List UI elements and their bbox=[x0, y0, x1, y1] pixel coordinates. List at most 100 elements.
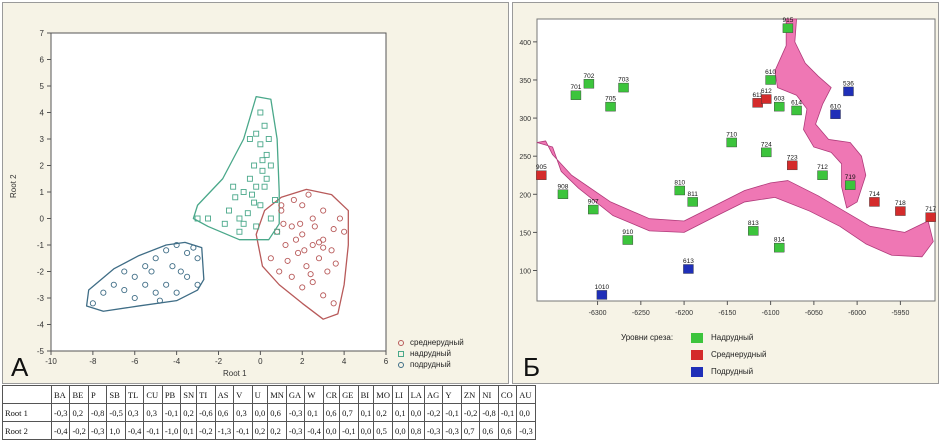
y-tick-label: 150 bbox=[519, 230, 531, 237]
ore-body-region bbox=[774, 18, 867, 209]
data-point-circle bbox=[309, 279, 316, 286]
table-cell: 0,8 bbox=[407, 421, 425, 440]
y-tick-label: -5 bbox=[37, 347, 45, 356]
table-cell: -0,3 bbox=[285, 421, 306, 440]
legend-circle-marker bbox=[398, 339, 404, 346]
x-tick-label: -6250 bbox=[632, 310, 650, 317]
data-point-circle bbox=[152, 255, 159, 262]
data-point-square bbox=[272, 196, 278, 203]
table-header-cell: MN bbox=[267, 385, 287, 404]
y-tick-label: 0 bbox=[40, 215, 45, 224]
table-cell: -0,1 bbox=[442, 403, 462, 422]
legend-label: Надрудный bbox=[711, 333, 754, 342]
sample-label: 1010 bbox=[595, 284, 610, 291]
sample-label: 611 bbox=[752, 92, 763, 99]
panel-letter-a: А bbox=[11, 352, 29, 382]
table-cell: -0,3 bbox=[50, 403, 71, 422]
table-header-cell: BI bbox=[357, 385, 375, 404]
data-point-circle bbox=[184, 249, 191, 256]
legend-circle-marker bbox=[398, 361, 404, 368]
sample-label: 702 bbox=[583, 73, 594, 80]
data-point-square bbox=[257, 109, 264, 116]
sample-marker bbox=[748, 226, 759, 236]
table-cell: 0,7 bbox=[460, 421, 481, 440]
data-point-square bbox=[236, 215, 243, 222]
sample-label: 813 bbox=[748, 220, 759, 227]
table-cell: -0,5 bbox=[106, 403, 126, 422]
data-point-circle bbox=[309, 215, 316, 222]
legend-swatch bbox=[691, 366, 703, 377]
data-point-square bbox=[230, 183, 237, 190]
data-point-square bbox=[274, 228, 281, 235]
data-point-circle bbox=[292, 236, 300, 243]
sample-marker bbox=[583, 79, 595, 89]
data-point-square bbox=[253, 223, 260, 230]
data-point-square bbox=[236, 228, 243, 235]
table-header-cell: NI bbox=[479, 385, 499, 404]
data-point-square bbox=[244, 210, 251, 217]
data-point-circle bbox=[131, 273, 138, 280]
data-point-circle bbox=[320, 244, 327, 251]
table-cell: 0,1 bbox=[180, 421, 198, 440]
group-hull-outline bbox=[255, 188, 349, 320]
table-header-cell: TL bbox=[124, 385, 145, 404]
sample-marker bbox=[596, 290, 608, 300]
table-cell: 0,0 bbox=[391, 421, 409, 440]
table-cell: -0,2 bbox=[196, 421, 216, 440]
table-cell: 0,6 bbox=[497, 421, 518, 440]
sample-marker bbox=[570, 90, 582, 100]
y-tick-label: -2 bbox=[37, 268, 45, 277]
data-point-circle bbox=[142, 281, 149, 288]
data-point-square bbox=[261, 183, 268, 190]
table-cell: -0,3 bbox=[442, 421, 462, 440]
sample-label: 915 bbox=[782, 17, 793, 24]
x-tick-label: -8 bbox=[89, 357, 97, 366]
table-cell: -1,0 bbox=[161, 421, 182, 440]
panel-a-scatter: -10 -8 -6 -4 -2 0 2 4 6 -5 -4 -3 -2 -1 0 1 2 3 4 5 6 7 Root 1… bbox=[2, 2, 509, 384]
data-point-square bbox=[267, 215, 274, 222]
y-tick-label: 200 bbox=[519, 192, 531, 199]
table-cell: -0,3 bbox=[87, 421, 108, 440]
y-tick-label: 350 bbox=[519, 78, 531, 85]
table-header-cell: AG bbox=[423, 385, 444, 404]
data-point-circle bbox=[305, 191, 312, 198]
data-point-circle bbox=[324, 268, 331, 275]
data-point-circle bbox=[278, 202, 285, 209]
table-header-cell: BE bbox=[69, 385, 89, 404]
data-point-square bbox=[205, 215, 211, 222]
sample-label: 910 bbox=[622, 229, 633, 236]
data-point-circle bbox=[169, 263, 176, 270]
data-point-circle bbox=[299, 202, 306, 209]
y-tick-label: 7 bbox=[40, 29, 45, 38]
sample-marker bbox=[787, 160, 798, 171]
table-cell: 0,0 bbox=[516, 403, 536, 422]
table-cell: 0,0 bbox=[357, 421, 375, 440]
legend-title: Уровни среза: bbox=[621, 333, 674, 342]
table-header-cell: AU bbox=[516, 385, 536, 404]
data-point-circle bbox=[194, 255, 201, 262]
sample-label: 718 bbox=[895, 200, 906, 207]
table-cell: -0,1 bbox=[161, 403, 182, 422]
x-tick-label: 0 bbox=[258, 357, 263, 366]
table-cell: -0,8 bbox=[87, 403, 108, 422]
data-point-circle bbox=[173, 289, 180, 296]
y-tick-label: 4 bbox=[40, 109, 45, 118]
data-point-square bbox=[221, 220, 228, 227]
sample-marker bbox=[774, 101, 785, 112]
data-point-circle bbox=[332, 260, 339, 267]
sample-label: 705 bbox=[605, 96, 616, 103]
table-body: Root 1 -0,3 0,2 -0,8 -0,5 0,3 0,3 -0,1 0,2 -0,6 0,… bbox=[2, 403, 536, 440]
sample-marker bbox=[791, 105, 802, 116]
sample-marker bbox=[782, 23, 794, 33]
data-point-circle bbox=[121, 286, 128, 294]
table-cell: 0,6 bbox=[479, 421, 499, 440]
data-point-circle bbox=[290, 196, 297, 203]
data-point-square bbox=[240, 189, 247, 195]
data-point-square bbox=[263, 175, 270, 182]
x-tick-label: -2 bbox=[215, 357, 223, 366]
x-axis-title: Root 1 bbox=[223, 369, 247, 378]
table-cell: -1,3 bbox=[214, 421, 235, 440]
group-hull-outline bbox=[192, 95, 280, 241]
table-header-cell: SB bbox=[106, 385, 126, 404]
